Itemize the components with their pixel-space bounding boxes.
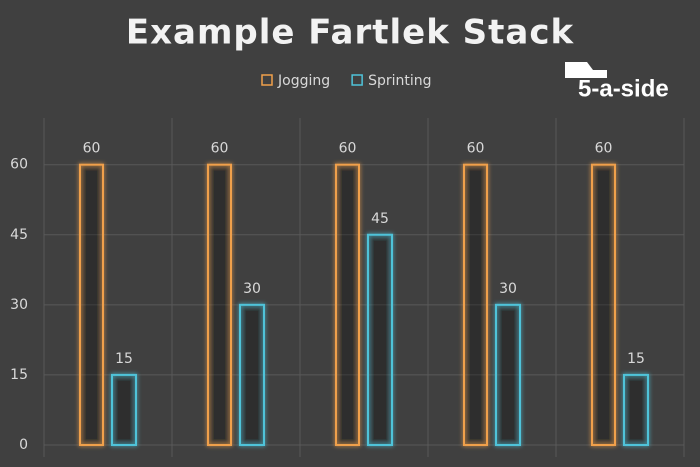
bar (623, 373, 649, 446)
bar (111, 373, 137, 446)
data-label: 15 (115, 351, 133, 367)
bar (239, 303, 265, 446)
bar (367, 233, 393, 446)
y-tick-label: 45 (10, 227, 28, 243)
logo-icon (565, 62, 607, 78)
data-label: 30 (499, 281, 517, 297)
bar (463, 163, 488, 446)
chart-title: Example Fartlek Stack (126, 13, 575, 53)
data-label: 30 (243, 281, 261, 297)
data-label: 15 (627, 351, 645, 367)
bar (495, 303, 521, 446)
legend-label: Sprinting (368, 73, 431, 89)
data-label: 45 (371, 211, 389, 227)
bar (335, 163, 360, 446)
y-tick-label: 60 (10, 157, 28, 173)
legend-swatch (351, 74, 363, 86)
legend-label: Jogging (277, 73, 330, 89)
y-tick-label: 0 (19, 437, 28, 453)
data-label: 60 (83, 141, 101, 157)
data-label: 60 (467, 141, 485, 157)
y-tick-label: 15 (10, 367, 28, 383)
data-label: 60 (211, 141, 229, 157)
y-tick-label: 30 (10, 297, 28, 313)
bar (591, 163, 616, 446)
logo-text: 5-a-side (578, 75, 669, 102)
bar (79, 163, 104, 446)
bar (207, 163, 232, 446)
legend-swatch (261, 74, 273, 86)
data-label: 60 (595, 141, 613, 157)
data-label: 60 (339, 141, 357, 157)
logo: 5-a-side (565, 62, 669, 102)
